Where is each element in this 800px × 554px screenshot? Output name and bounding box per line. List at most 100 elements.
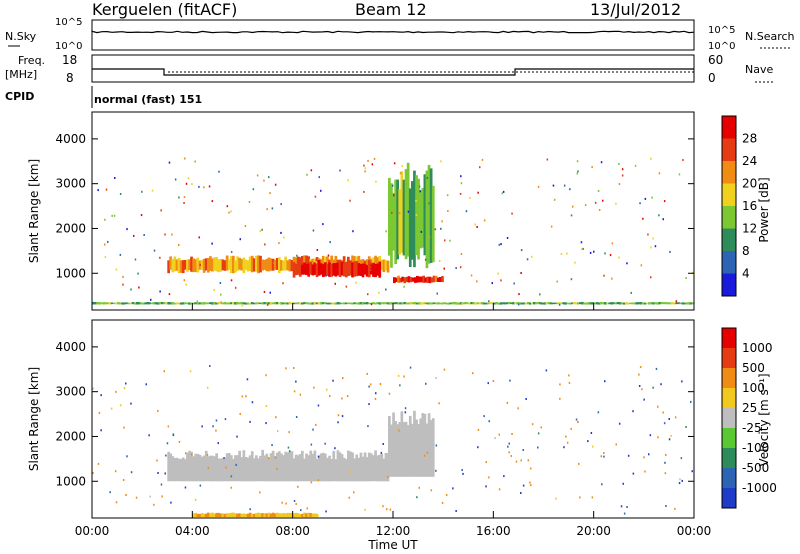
power-cell bbox=[133, 302, 137, 305]
velocity-speckle bbox=[157, 472, 159, 474]
velocity-cell bbox=[425, 423, 429, 477]
velocity-speckle bbox=[337, 421, 339, 424]
power-speckle bbox=[184, 157, 186, 160]
velocity-colorbar-label: Velocity [m s⁻¹] bbox=[757, 373, 771, 466]
power-speckle bbox=[370, 262, 372, 265]
velocity-speckle bbox=[425, 382, 427, 385]
velocity-cell bbox=[319, 453, 323, 482]
power-cell bbox=[102, 302, 106, 305]
power-cell bbox=[336, 302, 340, 305]
power-speckle bbox=[282, 282, 284, 285]
power-colorbar-tick: 20 bbox=[742, 177, 757, 191]
velocity-cell bbox=[406, 425, 410, 477]
power-speckle bbox=[498, 243, 501, 246]
velocity-cell bbox=[223, 513, 227, 518]
velocity-speckle bbox=[149, 495, 151, 498]
power-cell bbox=[192, 258, 195, 273]
velocity-speckle bbox=[135, 496, 138, 499]
power-cell bbox=[342, 263, 346, 277]
power-cell bbox=[384, 260, 388, 271]
power-speckle bbox=[320, 189, 322, 192]
velocity-speckle bbox=[123, 426, 125, 429]
power-cell bbox=[595, 302, 599, 305]
power-cell bbox=[547, 302, 551, 305]
power-speckle bbox=[345, 285, 348, 288]
power-speckle bbox=[440, 227, 442, 230]
velocity-speckle bbox=[386, 508, 388, 511]
power-cell bbox=[409, 277, 413, 283]
power-speckle bbox=[153, 249, 156, 252]
power-speckle bbox=[105, 188, 108, 191]
power-cell bbox=[685, 302, 689, 305]
velocity-cell bbox=[303, 512, 306, 518]
velocity-speckle bbox=[353, 491, 355, 494]
velocity-speckle bbox=[403, 375, 405, 378]
power-cell bbox=[568, 302, 572, 305]
velocity-cell bbox=[328, 455, 331, 482]
power-speckle bbox=[141, 190, 143, 193]
power-cell bbox=[654, 302, 657, 305]
velocity-cell bbox=[355, 454, 359, 482]
velocity-speckle bbox=[161, 495, 163, 498]
power-cell bbox=[321, 302, 325, 305]
power-speckle bbox=[402, 281, 405, 284]
power-speckle bbox=[594, 201, 597, 204]
velocity-cell bbox=[284, 513, 287, 518]
power-cell bbox=[662, 302, 666, 305]
power-speckle bbox=[119, 193, 122, 195]
x-tick-label: 12:00 bbox=[376, 524, 411, 538]
power-cell bbox=[455, 302, 459, 305]
power-cell bbox=[416, 302, 419, 305]
power-cell bbox=[576, 302, 580, 305]
power-cell bbox=[537, 302, 540, 305]
power-speckle bbox=[518, 293, 520, 296]
power-heatmap bbox=[92, 157, 695, 307]
velocity-speckle bbox=[603, 455, 605, 458]
power-speckle bbox=[682, 159, 684, 161]
velocity-speckle bbox=[145, 383, 147, 386]
power-cell bbox=[246, 260, 250, 272]
velocity-cell bbox=[309, 513, 313, 518]
power-cell bbox=[476, 302, 480, 305]
power-cell bbox=[361, 302, 365, 305]
velocity-cell bbox=[263, 455, 267, 482]
power-speckle bbox=[424, 258, 427, 261]
power-cell bbox=[382, 302, 386, 305]
velocity-cell bbox=[246, 457, 250, 482]
velocity-speckle bbox=[587, 440, 589, 443]
velocity-cell bbox=[244, 457, 248, 482]
velocity-cell bbox=[296, 513, 300, 518]
velocity-cell bbox=[225, 513, 229, 518]
power-cell bbox=[633, 302, 637, 305]
power-cell bbox=[292, 302, 296, 305]
velocity-cell bbox=[372, 455, 375, 482]
velocity-cell bbox=[250, 451, 254, 482]
velocity-speckle bbox=[281, 501, 283, 504]
velocity-y-ticks: 1000 2000 3000 4000 bbox=[55, 340, 694, 488]
power-speckle bbox=[123, 302, 126, 305]
velocity-cell bbox=[219, 513, 223, 518]
power-cell bbox=[163, 302, 166, 305]
power-speckle bbox=[618, 183, 621, 185]
power-speckle bbox=[208, 185, 211, 188]
power-cell bbox=[643, 302, 647, 305]
power-speckle bbox=[378, 291, 380, 294]
power-cell bbox=[198, 302, 202, 305]
colorbar-swatch bbox=[722, 488, 736, 509]
power-cell bbox=[259, 302, 262, 305]
velocity-cell bbox=[202, 455, 206, 482]
power-cell bbox=[324, 302, 327, 305]
velocity-cell bbox=[311, 513, 315, 518]
velocity-speckle bbox=[246, 378, 249, 381]
power-cell bbox=[618, 302, 622, 305]
power-cell bbox=[589, 302, 593, 305]
power-cell bbox=[673, 302, 676, 305]
power-cell bbox=[616, 302, 620, 305]
velocity-speckle bbox=[565, 435, 567, 438]
power-speckle bbox=[174, 178, 177, 181]
velocity-cell bbox=[175, 457, 179, 482]
velocity-cell bbox=[204, 513, 208, 518]
power-cell bbox=[606, 302, 609, 305]
power-cell bbox=[275, 302, 279, 305]
velocity-speckle bbox=[527, 459, 530, 462]
